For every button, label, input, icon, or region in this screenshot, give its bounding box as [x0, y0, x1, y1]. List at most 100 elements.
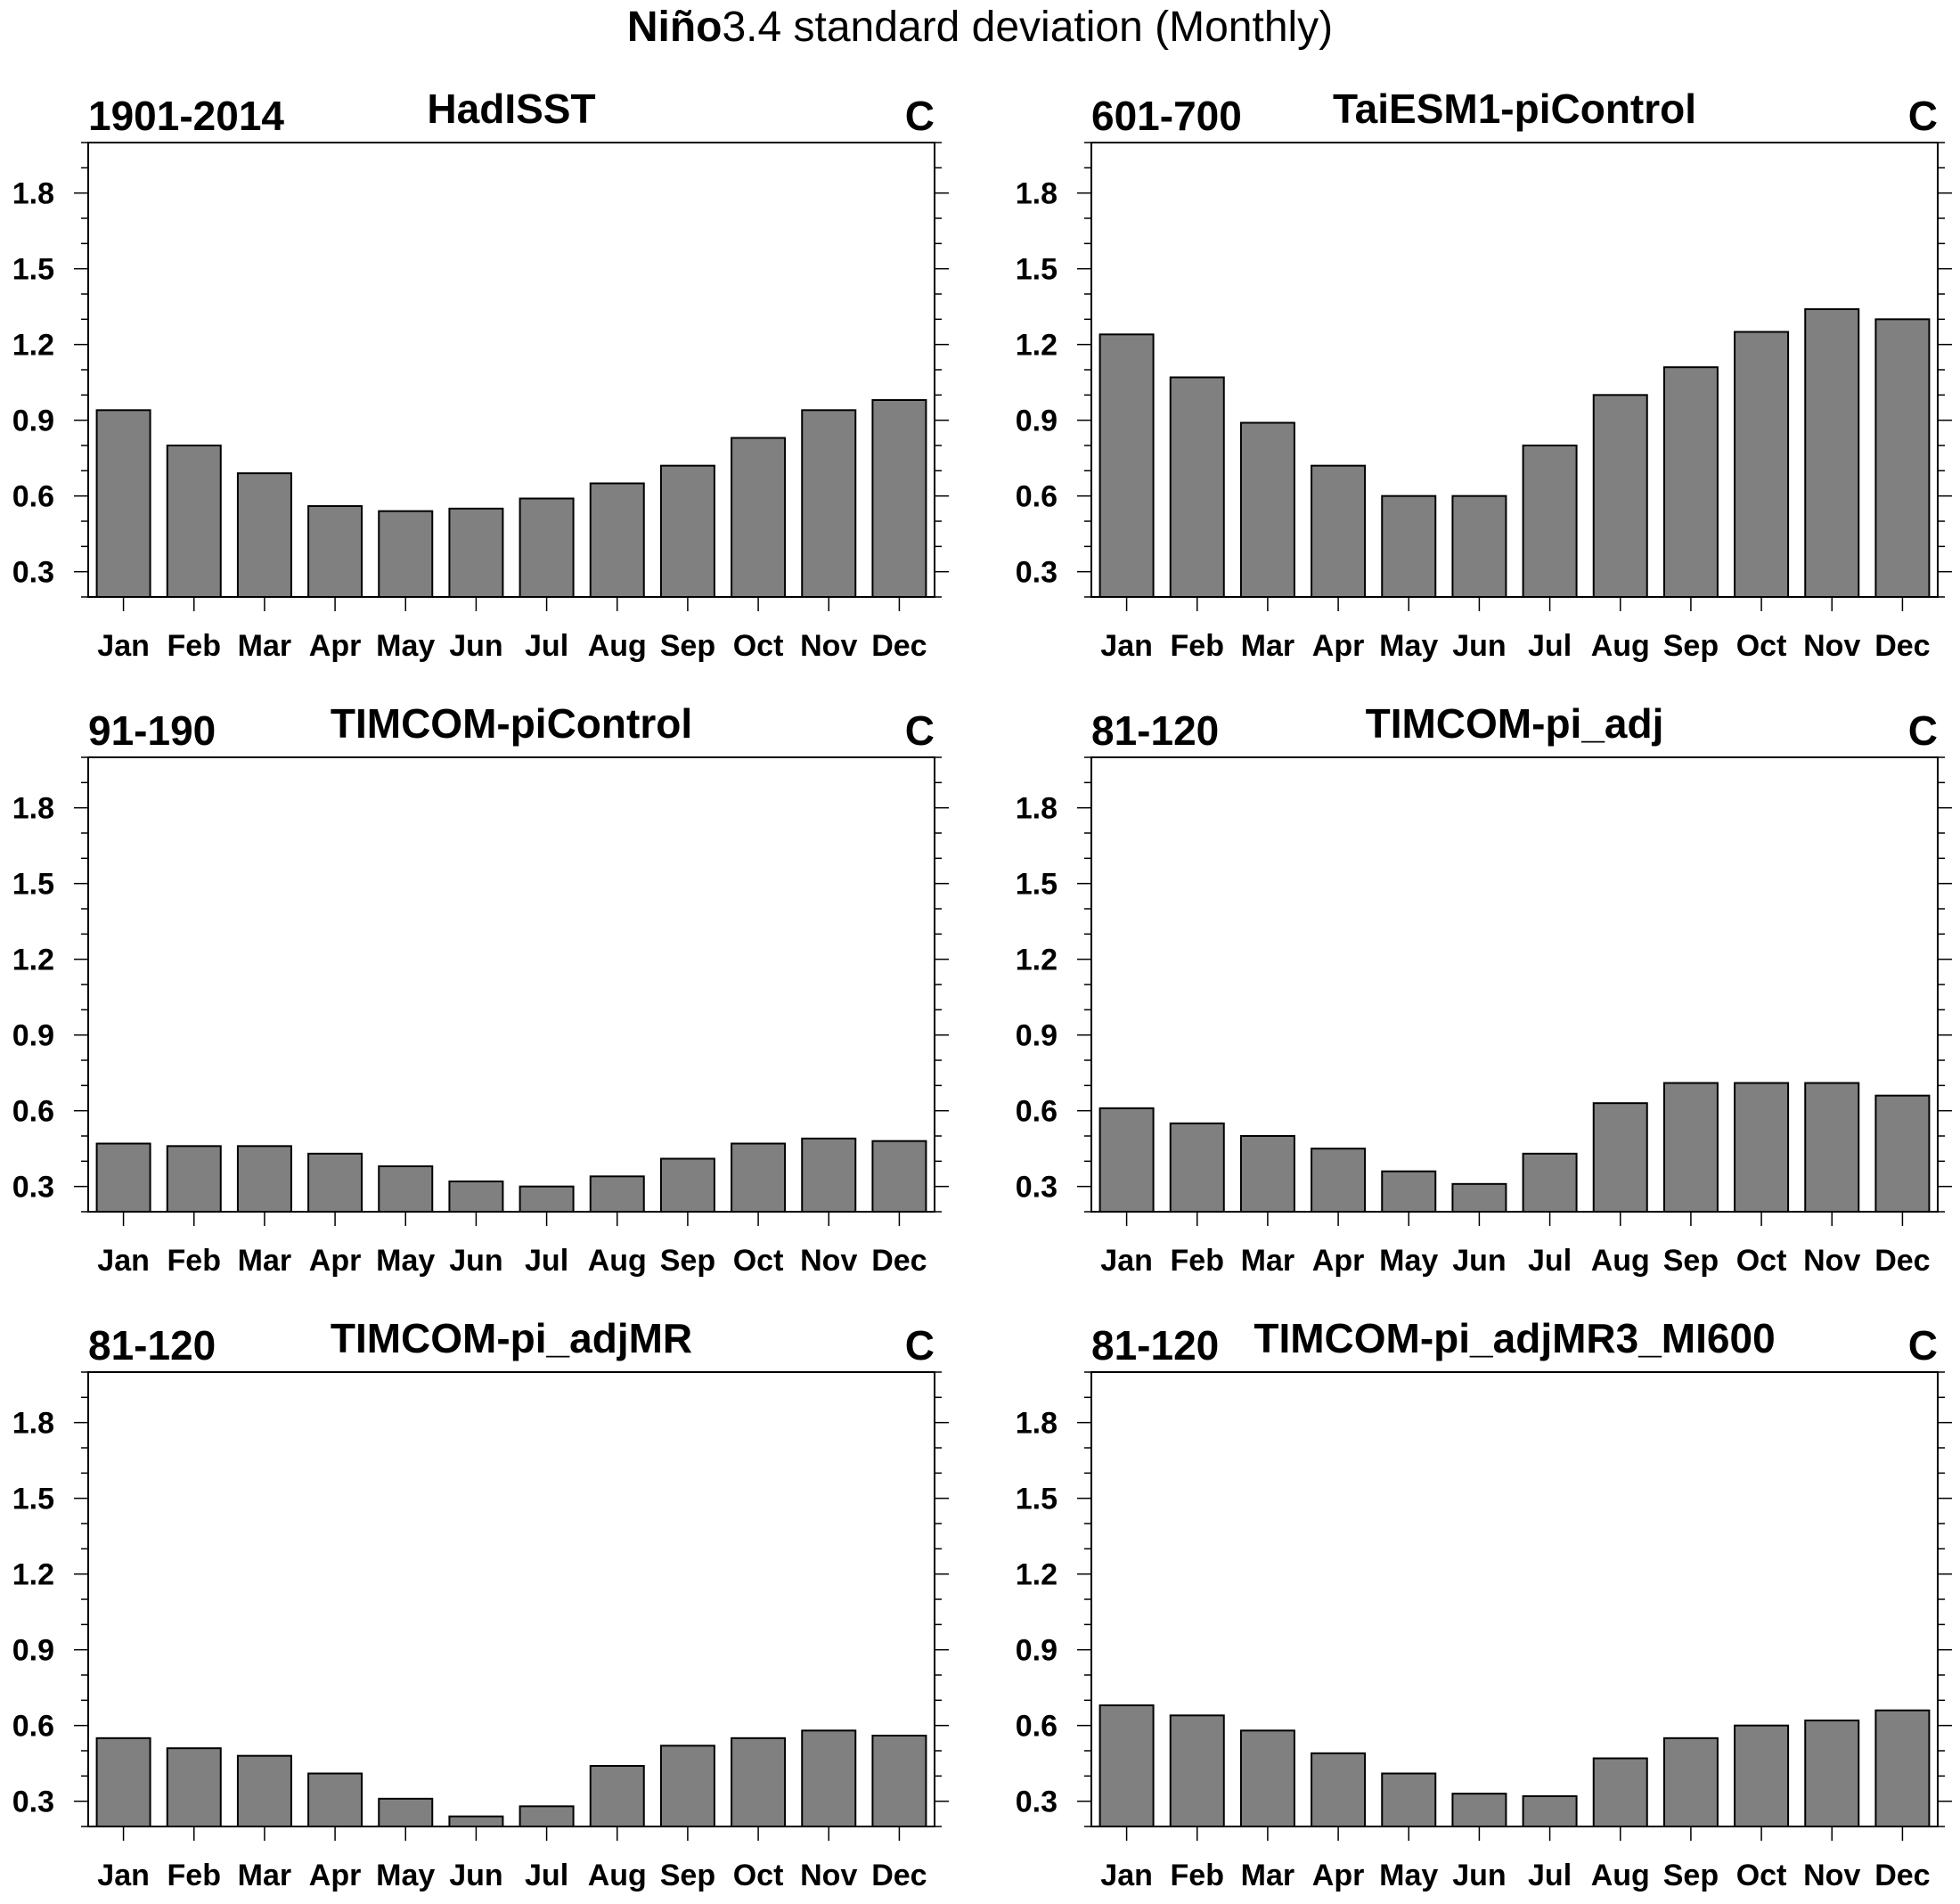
bar-mar	[1239, 1135, 1295, 1213]
x-tick-label-nov: Nov	[800, 1859, 857, 1892]
bar-jul	[1522, 1152, 1578, 1213]
x-tick-label-aug: Aug	[588, 629, 647, 663]
panel-left-label: 81-120	[88, 1322, 216, 1369]
bar-jul	[1522, 1795, 1578, 1827]
panel-unit-label: C	[905, 1322, 935, 1369]
bar-oct	[731, 1736, 787, 1828]
x-tick-label-dec: Dec	[871, 1244, 927, 1278]
y-tick-label: 1.8	[12, 792, 54, 826]
panel-title: TaiESM1-piControl	[1333, 86, 1696, 132]
y-tick-label: 1.8	[12, 177, 54, 211]
bar-nov	[801, 1729, 857, 1828]
y-tick-label: 0.3	[12, 556, 54, 590]
x-tick-label-jan: Jan	[1100, 1859, 1153, 1892]
x-tick-label-aug: Aug	[1591, 1244, 1650, 1278]
y-tick-label: 1.8	[1016, 177, 1058, 211]
bar-nov	[1804, 308, 1860, 598]
bar-nov	[801, 409, 857, 599]
bar-may	[1381, 1772, 1437, 1827]
panel-title: TIMCOM-piControl	[331, 700, 692, 747]
panel-left-label: 91-190	[88, 707, 216, 754]
bar-apr	[1311, 1752, 1367, 1828]
bar-mar	[236, 1754, 292, 1827]
bar-sep	[1662, 1082, 1719, 1213]
x-tick-label-nov: Nov	[800, 1244, 857, 1278]
y-tick-label: 1.2	[12, 329, 54, 363]
bar-may	[1381, 494, 1437, 599]
bar-jan	[1098, 333, 1155, 598]
y-tick-label: 0.6	[1016, 480, 1058, 514]
bar-aug	[589, 1175, 645, 1213]
x-tick-label-feb: Feb	[1171, 1859, 1224, 1892]
y-tick-label: 1.2	[12, 1558, 54, 1592]
y-tick-label: 1.2	[1016, 1558, 1058, 1592]
bar-dec	[871, 399, 927, 598]
y-tick-label: 0.6	[12, 1095, 54, 1129]
bar-oct	[1734, 1724, 1790, 1827]
bar-feb	[166, 445, 222, 598]
bar-may	[378, 1165, 434, 1213]
y-tick-label: 1.5	[12, 868, 54, 902]
x-tick-label-jul: Jul	[1528, 1859, 1572, 1892]
x-tick-label-mar: Mar	[1241, 1859, 1294, 1892]
x-tick-label-mar: Mar	[238, 629, 291, 663]
bar-feb	[166, 1145, 222, 1213]
bar-feb	[1169, 376, 1225, 598]
x-tick-label-may: May	[1379, 1859, 1438, 1892]
x-tick-label-jul: Jul	[525, 1244, 568, 1278]
panel-title: TIMCOM-pi_adjMR	[331, 1315, 692, 1361]
y-tick-label: 1.8	[12, 1407, 54, 1441]
bar-nov	[1804, 1720, 1860, 1827]
x-tick-label-jan: Jan	[97, 629, 150, 663]
x-tick-label-jun: Jun	[1452, 629, 1506, 663]
x-tick-label-oct: Oct	[733, 1859, 784, 1892]
x-tick-label-aug: Aug	[1591, 1859, 1650, 1892]
bar-apr	[307, 505, 363, 598]
x-tick-label-jun: Jun	[449, 629, 502, 663]
bar-mar	[1239, 1729, 1295, 1828]
x-tick-label-jan: Jan	[1100, 1244, 1153, 1278]
chart-panel-1: 1901-2014 HadISST C 0.3 0.6 0.9 1.2 1.5 1.8 Jan Fe…	[12, 86, 949, 663]
bar-apr	[1311, 1148, 1367, 1213]
bar-feb	[166, 1747, 222, 1827]
bar-jul	[519, 1805, 575, 1828]
bar-aug	[1592, 394, 1648, 599]
bar-aug	[589, 482, 645, 598]
bar-may	[1381, 1170, 1437, 1213]
panel-title: TIMCOM-pi_adj	[1366, 700, 1664, 747]
bar-sep	[659, 1157, 715, 1213]
bar-aug	[1592, 1757, 1648, 1827]
bar-dec	[1874, 1094, 1931, 1213]
y-tick-label: 0.9	[12, 1634, 54, 1668]
x-tick-label-mar: Mar	[238, 1244, 291, 1278]
y-tick-label: 0.6	[12, 480, 54, 514]
x-tick-label-jun: Jun	[1452, 1244, 1506, 1278]
y-tick-label: 1.5	[12, 1483, 54, 1516]
y-tick-label: 0.6	[1016, 1710, 1058, 1744]
bar-dec	[1874, 1709, 1931, 1827]
bar-mar	[1239, 421, 1295, 598]
x-tick-label-may: May	[376, 1859, 435, 1892]
bar-oct	[1734, 1082, 1790, 1213]
panel-left-label: 1901-2014	[88, 93, 284, 139]
x-tick-label-jul: Jul	[1528, 629, 1572, 663]
y-tick-label: 0.9	[1016, 1019, 1058, 1053]
panel-left-label: 81-120	[1091, 1322, 1219, 1369]
x-tick-label-may: May	[1379, 1244, 1438, 1278]
panel-unit-label: C	[1908, 1322, 1938, 1369]
bar-nov	[1804, 1082, 1860, 1213]
y-tick-label: 1.5	[1016, 253, 1058, 287]
x-tick-label-dec: Dec	[871, 1859, 927, 1892]
figure-title-rest: 3.4 standard deviation (Monthly)	[722, 4, 1334, 51]
x-tick-label-jan: Jan	[97, 1859, 150, 1892]
panel-unit-label: C	[1908, 93, 1938, 139]
x-tick-label-apr: Apr	[1312, 1859, 1365, 1892]
x-tick-label-oct: Oct	[733, 1244, 784, 1278]
chart-panel-5: 81-120 TIMCOM-pi_adjMR C 0.3 0.6 0.9 1.2 1.5 1.8…	[12, 1315, 949, 1892]
x-tick-label-jul: Jul	[525, 629, 568, 663]
bar-jan	[95, 409, 151, 599]
chart-panel-3: 91-190 TIMCOM-piControl C 0.3 0.6 0.9 1.2 1.5 1.…	[12, 700, 949, 1278]
y-tick-label: 0.6	[1016, 1095, 1058, 1129]
bar-sep	[1662, 1736, 1719, 1828]
y-tick-label: 1.2	[12, 944, 54, 977]
